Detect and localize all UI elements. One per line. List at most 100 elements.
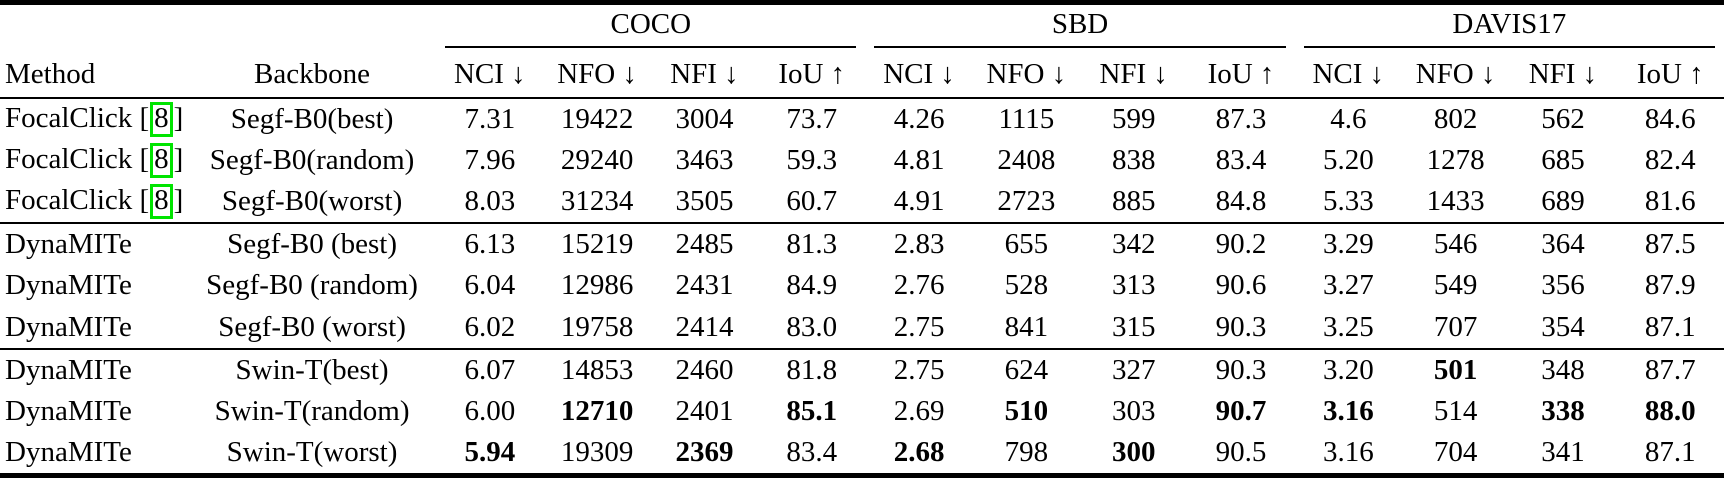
backbone-cell: Segf-B0 (worst)	[218, 310, 406, 343]
sbd-nci-value: 2.68	[893, 435, 945, 468]
davis17-nfo-value: 1278	[1426, 144, 1485, 177]
davis17-nfi-value: 338	[1541, 394, 1585, 427]
davis17-iou-value: 87.7	[1616, 347, 1724, 391]
davis17-nci-value: 4.6	[1330, 103, 1367, 136]
sbd-nfo-value: 798	[1004, 435, 1049, 468]
sbd-nfi-value: 327	[1080, 347, 1188, 391]
davis17-nci-value: 3.16	[1322, 394, 1374, 427]
coco-nfi-value: 2431	[675, 269, 734, 302]
davis17-nfi-value: 341	[1541, 435, 1585, 468]
coco-iou-value: 83.0	[786, 310, 838, 343]
coco-nci-value: 7.31	[464, 103, 516, 136]
citation-link[interactable]: 8	[150, 143, 173, 179]
citation-link[interactable]: 8	[150, 102, 173, 137]
sbd-nfo-value: 1115	[998, 103, 1055, 136]
coco-nci-value: 6.02	[464, 310, 516, 343]
coco-nci-value: 7.96	[464, 144, 516, 177]
sbd-iou-value: 90.7	[1215, 394, 1267, 427]
method-cell: FocalClick [8]	[0, 98, 188, 140]
davis17-iou-value: 87.1	[1644, 435, 1696, 468]
coco-nfi-value: 2485	[650, 222, 759, 266]
sbd-iou-value: 90.2	[1187, 222, 1295, 266]
davis17-nfo-header: NFO ↓	[1401, 51, 1510, 99]
group-header-sbd: SBD	[865, 3, 1294, 52]
sbd-nfi-value: 885	[1111, 185, 1156, 218]
sbd-iou-value: 90.6	[1215, 269, 1267, 302]
sbd-nci-value: 2.75	[893, 310, 945, 343]
method-name-suffix: ]	[173, 184, 184, 217]
sbd-nfo-value: 841	[1004, 310, 1049, 343]
method-name: DynaMITe	[5, 353, 132, 386]
coco-iou-value: 81.3	[758, 222, 866, 266]
group-spacer-backbone	[188, 3, 436, 52]
backbone-cell: Segf-B0(random)	[209, 144, 415, 177]
davis17-iou-value: 81.6	[1644, 185, 1696, 218]
sbd-nfo-value: 510	[1004, 394, 1049, 427]
sbd-nfi-value: 599	[1111, 103, 1156, 136]
davis17-iou-value: 87.1	[1644, 310, 1696, 343]
coco-iou-value: 83.4	[786, 435, 838, 468]
sbd-nfo-value: 528	[1004, 269, 1049, 302]
coco-nfi-header: NFI ↓	[650, 51, 759, 99]
davis17-nfi-value: 685	[1541, 144, 1585, 177]
sbd-nci-value: 4.26	[893, 103, 945, 136]
method-name: DynaMITe	[5, 394, 132, 427]
davis17-nfo-value: 546	[1401, 222, 1510, 266]
davis17-nfo-value: 549	[1433, 269, 1478, 302]
sbd-nfo-value: 624	[972, 347, 1081, 391]
coco-nci-value: 6.13	[436, 222, 544, 266]
method-name-suffix: ]	[173, 102, 184, 135]
sbd-nci-header: NCI ↓	[865, 51, 973, 99]
backbone-cell: Segf-B0(worst)	[221, 185, 403, 218]
coco-nci-header: NCI ↓	[436, 51, 544, 99]
davis17-nfo-value: 707	[1433, 310, 1478, 343]
coco-nfo-value: 19422	[560, 103, 634, 136]
coco-nfo-value: 31234	[560, 185, 634, 218]
method-name: FocalClick [	[5, 143, 150, 176]
dataset-group-row: COCO SBD DAVIS17	[0, 3, 1724, 52]
table-row: FocalClick [8] Segf-B0(worst) 8.03 31234…	[0, 181, 1724, 223]
method-cell: DynaMITe	[0, 307, 188, 349]
coco-iou-value: 85.1	[786, 394, 838, 427]
coco-iou-value: 60.7	[786, 185, 838, 218]
method-cell: DynaMITe	[0, 265, 188, 306]
sbd-nfo-value: 2723	[997, 185, 1056, 218]
sbd-iou-value: 83.4	[1215, 144, 1267, 177]
coco-nfo-value: 12710	[560, 394, 634, 427]
sbd-nci-value: 2.69	[893, 394, 945, 427]
method-name: DynaMITe	[5, 269, 132, 302]
davis17-iou-value: 84.6	[1644, 103, 1696, 136]
coco-iou-value: 81.8	[758, 347, 866, 391]
sbd-nfi-value: 315	[1111, 310, 1156, 343]
coco-nci-value: 8.03	[464, 185, 516, 218]
coco-iou-header: IoU ↑	[758, 51, 866, 99]
coco-nfi-value: 3505	[675, 185, 734, 218]
sbd-iou-value: 90.5	[1215, 435, 1267, 468]
davis17-nfi-value: 562	[1541, 103, 1585, 136]
davis17-nfi-value: 356	[1541, 269, 1585, 302]
method-cell: DynaMITe	[0, 347, 188, 391]
method-name: FocalClick [	[5, 184, 150, 217]
table-header: COCO SBD DAVIS17 Method Backbone NCI ↓ N…	[0, 3, 1724, 99]
coco-nci-value: 6.04	[464, 269, 516, 302]
sbd-nfi-value: 838	[1111, 144, 1156, 177]
coco-nfo-value: 12986	[560, 269, 634, 302]
sbd-iou-value: 90.3	[1187, 347, 1295, 391]
backbone-cell: Segf-B0 (random)	[206, 269, 418, 302]
method-name: DynaMITe	[5, 435, 132, 468]
backbone-cell: Segf-B0(best)	[230, 103, 394, 136]
table-row: FocalClick [8] Segf-B0(random) 7.96 2924…	[0, 140, 1724, 181]
sbd-nci-value: 4.81	[893, 144, 945, 177]
davis17-iou-value: 82.4	[1644, 144, 1696, 177]
method-name-suffix: ]	[173, 143, 184, 176]
coco-iou-value: 59.3	[786, 144, 838, 177]
coco-nci-value: 6.00	[464, 394, 516, 427]
sbd-nci-value: 2.75	[865, 347, 973, 391]
citation-link[interactable]: 8	[150, 184, 173, 220]
sbd-iou-value: 87.3	[1215, 103, 1267, 136]
sbd-nci-value: 2.83	[865, 222, 973, 266]
backbone-cell: Swin-T(best)	[187, 347, 437, 391]
coco-nfo-value: 14853	[543, 347, 651, 391]
group-header-sbd-label: SBD	[874, 8, 1286, 48]
